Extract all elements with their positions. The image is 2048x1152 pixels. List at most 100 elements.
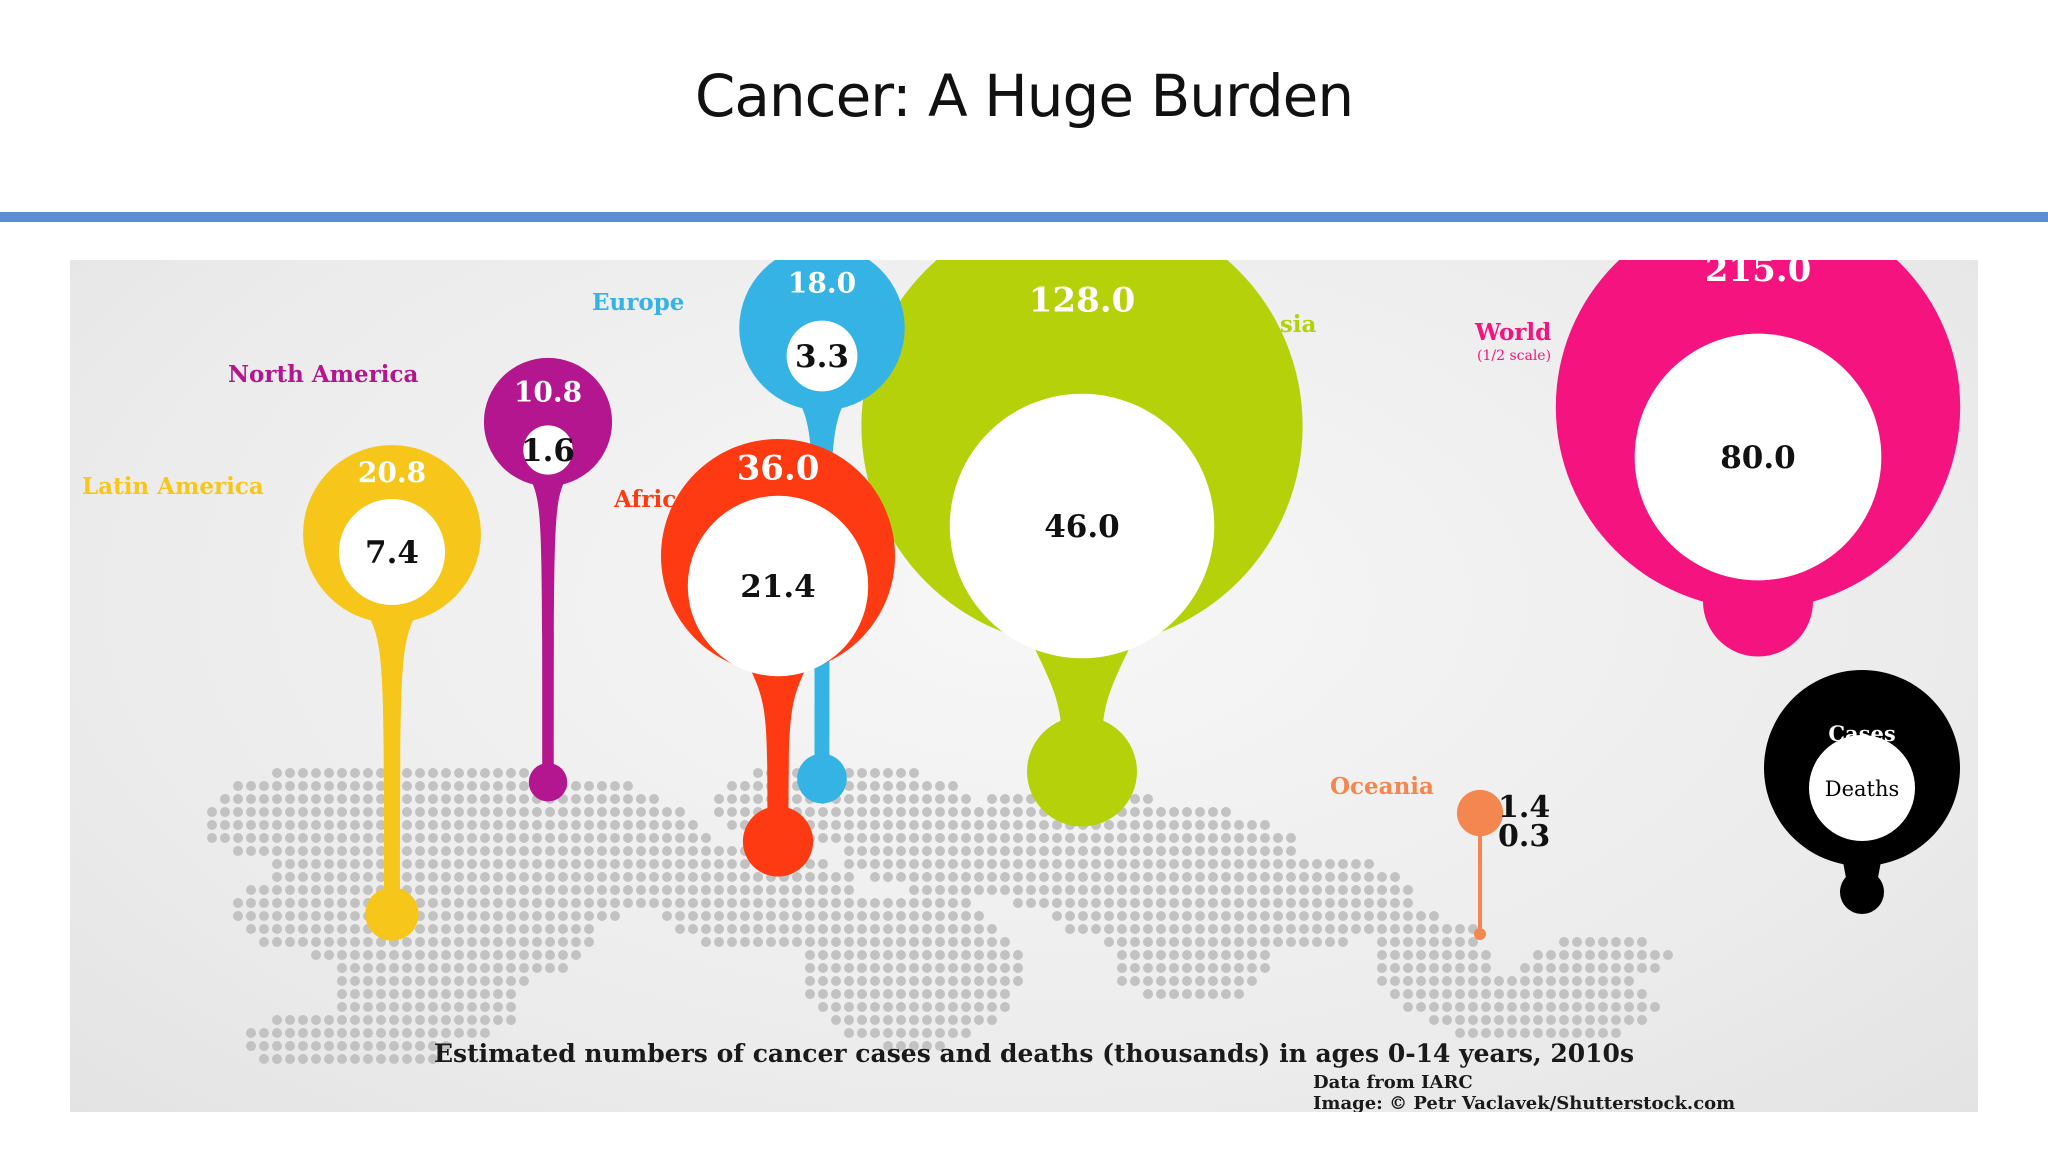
map-dot <box>441 859 451 869</box>
map-dot <box>233 807 243 817</box>
map-dot <box>285 1054 295 1064</box>
map-dot <box>818 872 828 882</box>
map-dot <box>402 794 412 804</box>
map-dot <box>857 937 867 947</box>
map-dot <box>857 924 867 934</box>
map-dot <box>922 807 932 817</box>
map-dot <box>506 820 516 830</box>
asia-drop <box>1027 716 1137 827</box>
map-dot <box>441 898 451 908</box>
map-dot <box>870 794 880 804</box>
map-dot <box>1507 989 1517 999</box>
map-dot <box>298 833 308 843</box>
map-dot <box>779 898 789 908</box>
map-dot <box>246 820 256 830</box>
map-dot <box>1312 937 1322 947</box>
map-dot <box>1013 833 1023 843</box>
map-dot <box>1117 963 1127 973</box>
map-dot <box>545 872 555 882</box>
map-dot <box>805 924 815 934</box>
map-dot <box>298 1028 308 1038</box>
map-dot <box>961 911 971 921</box>
map-dot <box>363 872 373 882</box>
map-dot <box>1468 950 1478 960</box>
map-dot <box>896 833 906 843</box>
map-dot <box>883 1015 893 1025</box>
map-dot <box>493 885 503 895</box>
map-dot <box>428 1041 438 1051</box>
map-dot <box>376 937 386 947</box>
map-dot <box>1273 898 1283 908</box>
map-dot <box>818 911 828 921</box>
map-dot <box>870 950 880 960</box>
map-dot <box>532 872 542 882</box>
map-dot <box>1221 963 1231 973</box>
map-dot <box>1039 846 1049 856</box>
map-dot <box>545 859 555 869</box>
map-dot <box>779 911 789 921</box>
map-dot <box>1247 898 1257 908</box>
map-dot <box>1429 989 1439 999</box>
map-dot <box>493 859 503 869</box>
map-dot <box>1611 937 1621 947</box>
map-dot <box>974 833 984 843</box>
map-dot <box>961 937 971 947</box>
map-dot <box>1624 1015 1634 1025</box>
map-dot <box>493 833 503 843</box>
map-dot <box>909 807 919 817</box>
map-dot <box>1130 911 1140 921</box>
map-dot <box>844 924 854 934</box>
map-dot <box>259 1054 269 1064</box>
map-dot <box>350 924 360 934</box>
map-dot <box>948 794 958 804</box>
legend: Cases Deaths <box>1764 670 1960 914</box>
map-dot <box>857 833 867 843</box>
map-dot <box>233 846 243 856</box>
map-dot <box>1026 807 1036 817</box>
map-dot <box>1195 833 1205 843</box>
map-dot <box>1156 963 1166 973</box>
map-dot <box>727 937 737 947</box>
map-dot <box>1052 820 1062 830</box>
map-dot <box>935 937 945 947</box>
map-dot <box>922 781 932 791</box>
map-dot <box>1143 846 1153 856</box>
map-dot <box>1585 1015 1595 1025</box>
map-dot <box>987 872 997 882</box>
map-dot <box>688 872 698 882</box>
map-dot <box>1208 833 1218 843</box>
map-dot <box>454 898 464 908</box>
map-dot <box>1247 885 1257 895</box>
map-dot <box>584 820 594 830</box>
map-dot <box>454 937 464 947</box>
map-dot <box>376 1054 386 1064</box>
map-dot <box>1390 950 1400 960</box>
map-dot <box>753 781 763 791</box>
map-dot <box>974 820 984 830</box>
map-dot <box>584 911 594 921</box>
map-dot <box>844 794 854 804</box>
map-dot <box>350 950 360 960</box>
map-dot <box>1026 846 1036 856</box>
map-dot <box>415 781 425 791</box>
map-dot <box>896 846 906 856</box>
map-dot <box>610 833 620 843</box>
map-dot <box>1546 1028 1556 1038</box>
map-dot <box>1234 911 1244 921</box>
map-dot <box>1286 846 1296 856</box>
map-dot <box>1338 937 1348 947</box>
map-dot <box>740 924 750 934</box>
map-dot <box>350 1054 360 1064</box>
map-dot <box>558 963 568 973</box>
map-dot <box>1247 911 1257 921</box>
map-dot <box>350 937 360 947</box>
map-dot <box>584 846 594 856</box>
map-dot <box>532 820 542 830</box>
map-dot <box>454 924 464 934</box>
map-dot <box>285 911 295 921</box>
map-dot <box>805 807 815 817</box>
map-dot <box>428 924 438 934</box>
map-dot <box>961 885 971 895</box>
map-dot <box>285 794 295 804</box>
map-dot <box>1156 807 1166 817</box>
